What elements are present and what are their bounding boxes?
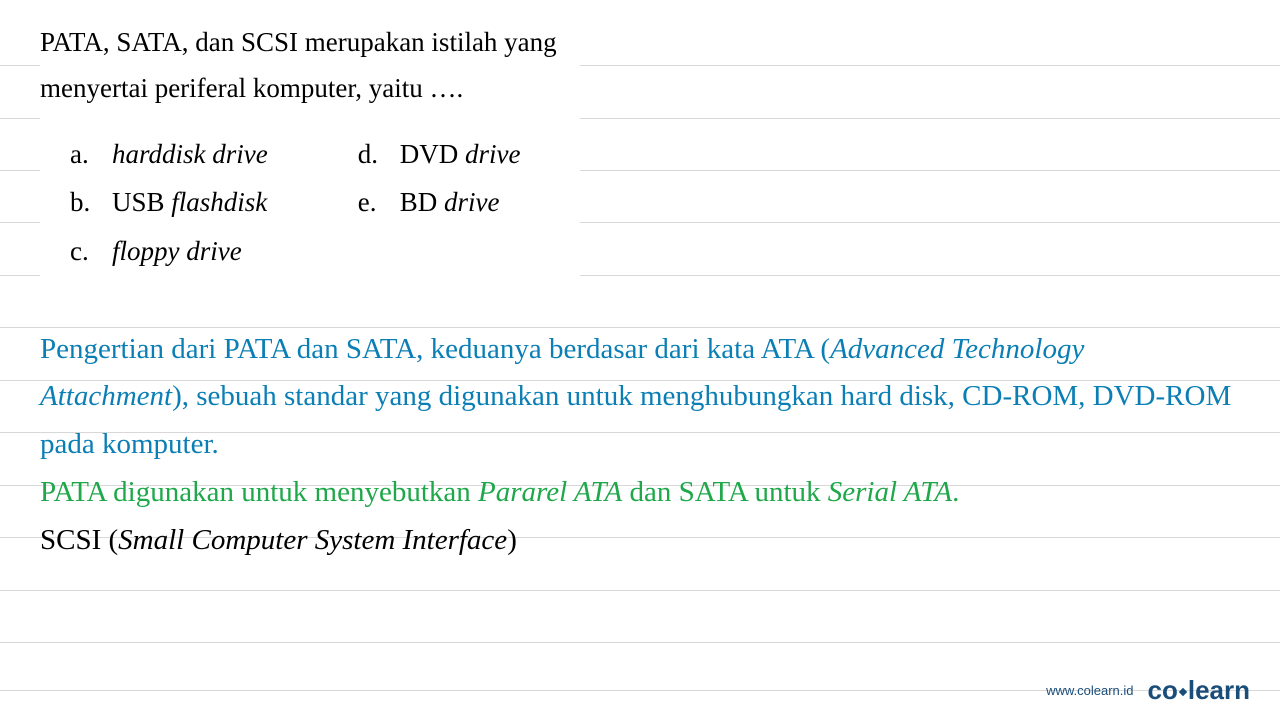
option-text: BD drive <box>400 178 500 227</box>
option-e: e. BD drive <box>358 178 521 227</box>
question-stem: PATA, SATA, dan SCSI merupakan istilah y… <box>40 20 580 112</box>
option-d: d. DVD drive <box>358 130 521 179</box>
answer-line: Pengertian dari PATA dan SATA, keduanya … <box>40 326 1240 470</box>
option-a: a. harddisk drive <box>70 130 268 179</box>
answer-line: PATA digunakan untuk menyebutkan Pararel… <box>40 469 1240 517</box>
option-letter: c. <box>70 227 94 276</box>
footer-url: www.colearn.id <box>1046 683 1133 698</box>
option-text: harddisk drive <box>112 130 268 179</box>
option-text: DVD drive <box>400 130 521 179</box>
ruled-line <box>0 590 1280 591</box>
option-letter: a. <box>70 130 94 179</box>
option-c: c. floppy drive <box>70 227 268 276</box>
ruled-line <box>0 642 1280 643</box>
option-letter: d. <box>358 130 382 179</box>
answer-line: SCSI (Small Computer System Interface) <box>40 517 1240 565</box>
options-list: a. harddisk drive b. USB flashdisk c. fl… <box>40 130 580 276</box>
page-content: PATA, SATA, dan SCSI merupakan istilah y… <box>0 0 1280 585</box>
option-letter: e. <box>358 178 382 227</box>
logo-dot-icon <box>1179 688 1187 696</box>
footer-logo: colearn <box>1148 675 1251 706</box>
option-letter: b. <box>70 178 94 227</box>
option-text: floppy drive <box>112 227 242 276</box>
question-block: PATA, SATA, dan SCSI merupakan istilah y… <box>40 20 580 276</box>
option-b: b. USB flashdisk <box>70 178 268 227</box>
answer-block: Pengertian dari PATA dan SATA, keduanya … <box>40 326 1240 565</box>
footer: www.colearn.id colearn <box>1046 675 1250 706</box>
option-text: USB flashdisk <box>112 178 267 227</box>
